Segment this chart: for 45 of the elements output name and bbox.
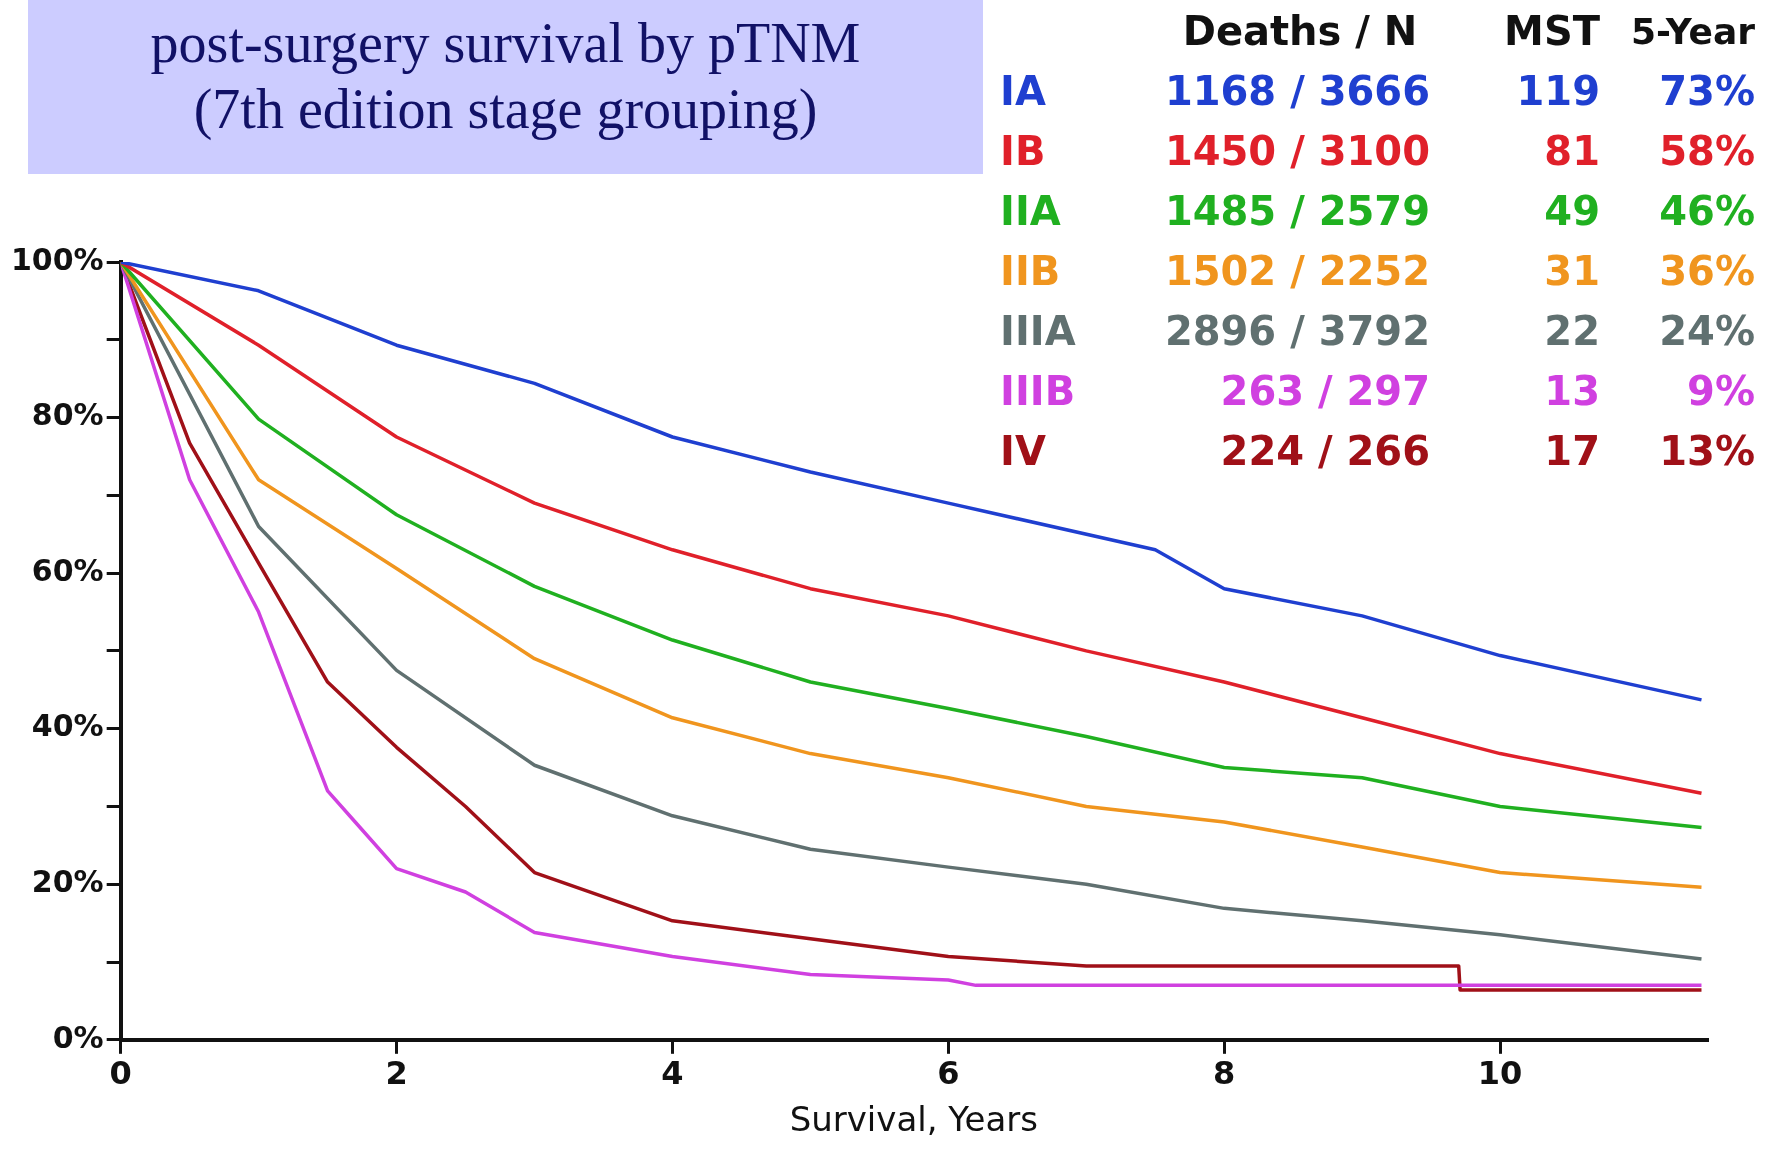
x-axis-title: Survival, Years [789, 1099, 1039, 1140]
x-tick-label: 6 [937, 1054, 960, 1093]
y-tick-label: 40% [31, 708, 104, 744]
legend-title: Deaths / N [1182, 8, 1418, 55]
text: 1450 / 3100 [1164, 128, 1430, 175]
annotation: 263 / 297 [1220, 368, 1430, 415]
annotation: 13 [1544, 368, 1600, 415]
annotation: 1502 / 2252 [1164, 248, 1430, 295]
x-tick-label: 0 [109, 1054, 132, 1093]
annotation: 224 / 266 [1220, 428, 1430, 475]
text: 119 [1516, 68, 1600, 115]
y-tick-label: 60% [31, 552, 104, 588]
y-tick-label: 80% [31, 397, 104, 433]
y-tick-label: 0% [52, 1019, 104, 1055]
y-tick-label: 20% [31, 864, 104, 900]
text: 46% [1659, 188, 1755, 235]
x-tick-label: 4 [661, 1054, 684, 1093]
x-tick-label: 10 [1477, 1054, 1523, 1093]
text: 1485 / 2579 [1164, 188, 1430, 235]
text: 5-Year [1631, 11, 1756, 53]
annotation: 13% [1659, 428, 1755, 475]
text: IA [1000, 68, 1046, 115]
annotation: 31 [1544, 248, 1600, 295]
text: MST [1504, 8, 1601, 55]
annotation: 36% [1659, 248, 1755, 295]
y-tick-label: 100% [10, 241, 104, 277]
annotation: 9% [1687, 368, 1755, 415]
text: 73% [1659, 68, 1755, 115]
text: IIB [1000, 248, 1061, 295]
text: IIIA [1000, 308, 1076, 355]
chart-title: post-surgery survival by pTNM (7th edition stage grouping) [28, 0, 983, 174]
x-tick-label: 8 [1213, 1054, 1236, 1093]
text: IIA [1000, 188, 1061, 235]
x-tick-label: 2 [385, 1054, 408, 1093]
annotation: 22 [1544, 308, 1600, 355]
annotation: 24% [1659, 308, 1755, 355]
text: IV [1000, 428, 1046, 475]
annotation: 2896 / 3792 [1164, 308, 1430, 355]
text: 58% [1659, 128, 1755, 175]
text: 81 [1544, 128, 1600, 175]
text: IB [1000, 128, 1046, 175]
text: IIIB [1000, 368, 1076, 415]
text: 1168 / 3666 [1164, 68, 1430, 115]
text: 49 [1544, 188, 1600, 235]
annotation: 17 [1544, 428, 1600, 475]
